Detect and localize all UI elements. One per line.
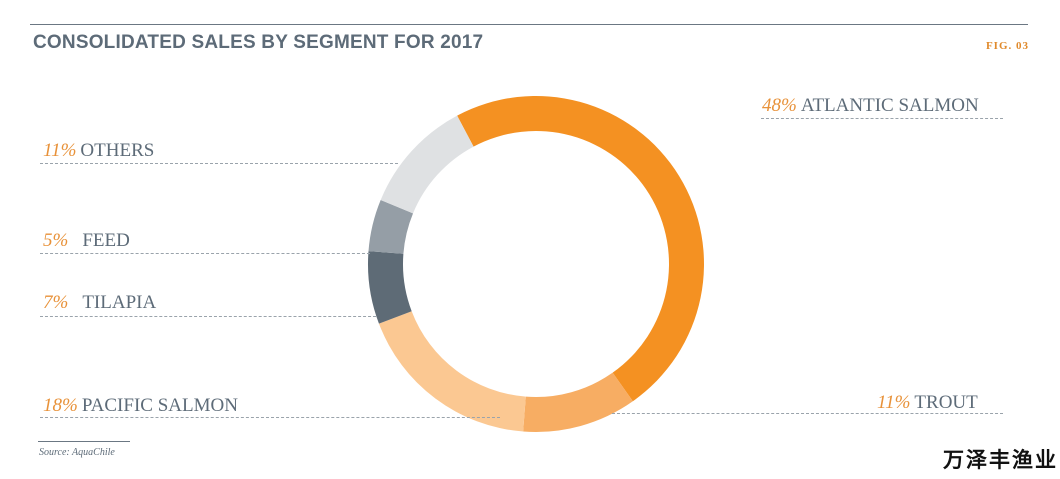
slice-trout: [523, 372, 633, 432]
name-feed: FEED: [82, 230, 130, 251]
leader-trout: [612, 413, 1003, 414]
label-others: 11% OTHERS: [43, 140, 154, 162]
name-atlantic-salmon: ATLANTIC SALMON: [800, 95, 979, 116]
name-trout: TROUT: [914, 392, 978, 413]
label-feed: 5% FEED: [43, 230, 130, 252]
slice-tilapia: [368, 251, 412, 324]
pct-pacific-salmon: 18%: [43, 395, 78, 416]
figure-number: FIG. 03: [985, 40, 1029, 52]
top-rule: [30, 24, 1028, 25]
name-pacific-salmon: PACIFIC SALMON: [81, 395, 238, 416]
chart-title: CONSOLIDATED SALES BY SEGMENT FOR 2017: [33, 32, 484, 53]
label-pacific-salmon: 18% PACIFIC SALMON: [43, 395, 238, 417]
pct-feed: 5%: [43, 230, 69, 251]
leader-others: [40, 163, 398, 164]
label-tilapia: 7% TILAPIA: [43, 292, 156, 314]
name-others: OTHERS: [80, 140, 155, 161]
slice-pacific-salmon: [378, 311, 526, 432]
label-atlantic-salmon: 48% ATLANTIC SALMON: [762, 95, 979, 117]
name-tilapia: TILAPIA: [82, 292, 157, 313]
label-trout: 11% TROUT: [877, 392, 978, 414]
leader-tilapia: [40, 316, 376, 317]
watermark-logo: 万泽丰渔业: [943, 447, 1058, 472]
pct-atlantic-salmon: 48%: [762, 95, 797, 116]
pct-others: 11%: [43, 140, 77, 161]
source-note: Source: AquaChile: [39, 447, 115, 458]
pct-tilapia: 7%: [43, 292, 69, 313]
pct-trout: 11%: [877, 392, 911, 413]
source-rule: [38, 441, 130, 442]
slice-feed: [368, 199, 414, 254]
leader-feed: [40, 253, 370, 254]
leader-atlantic-salmon: [761, 118, 1003, 119]
leader-pacific-salmon: [40, 417, 500, 418]
slice-atlantic-salmon: [457, 95, 704, 402]
slice-others: [380, 115, 474, 214]
